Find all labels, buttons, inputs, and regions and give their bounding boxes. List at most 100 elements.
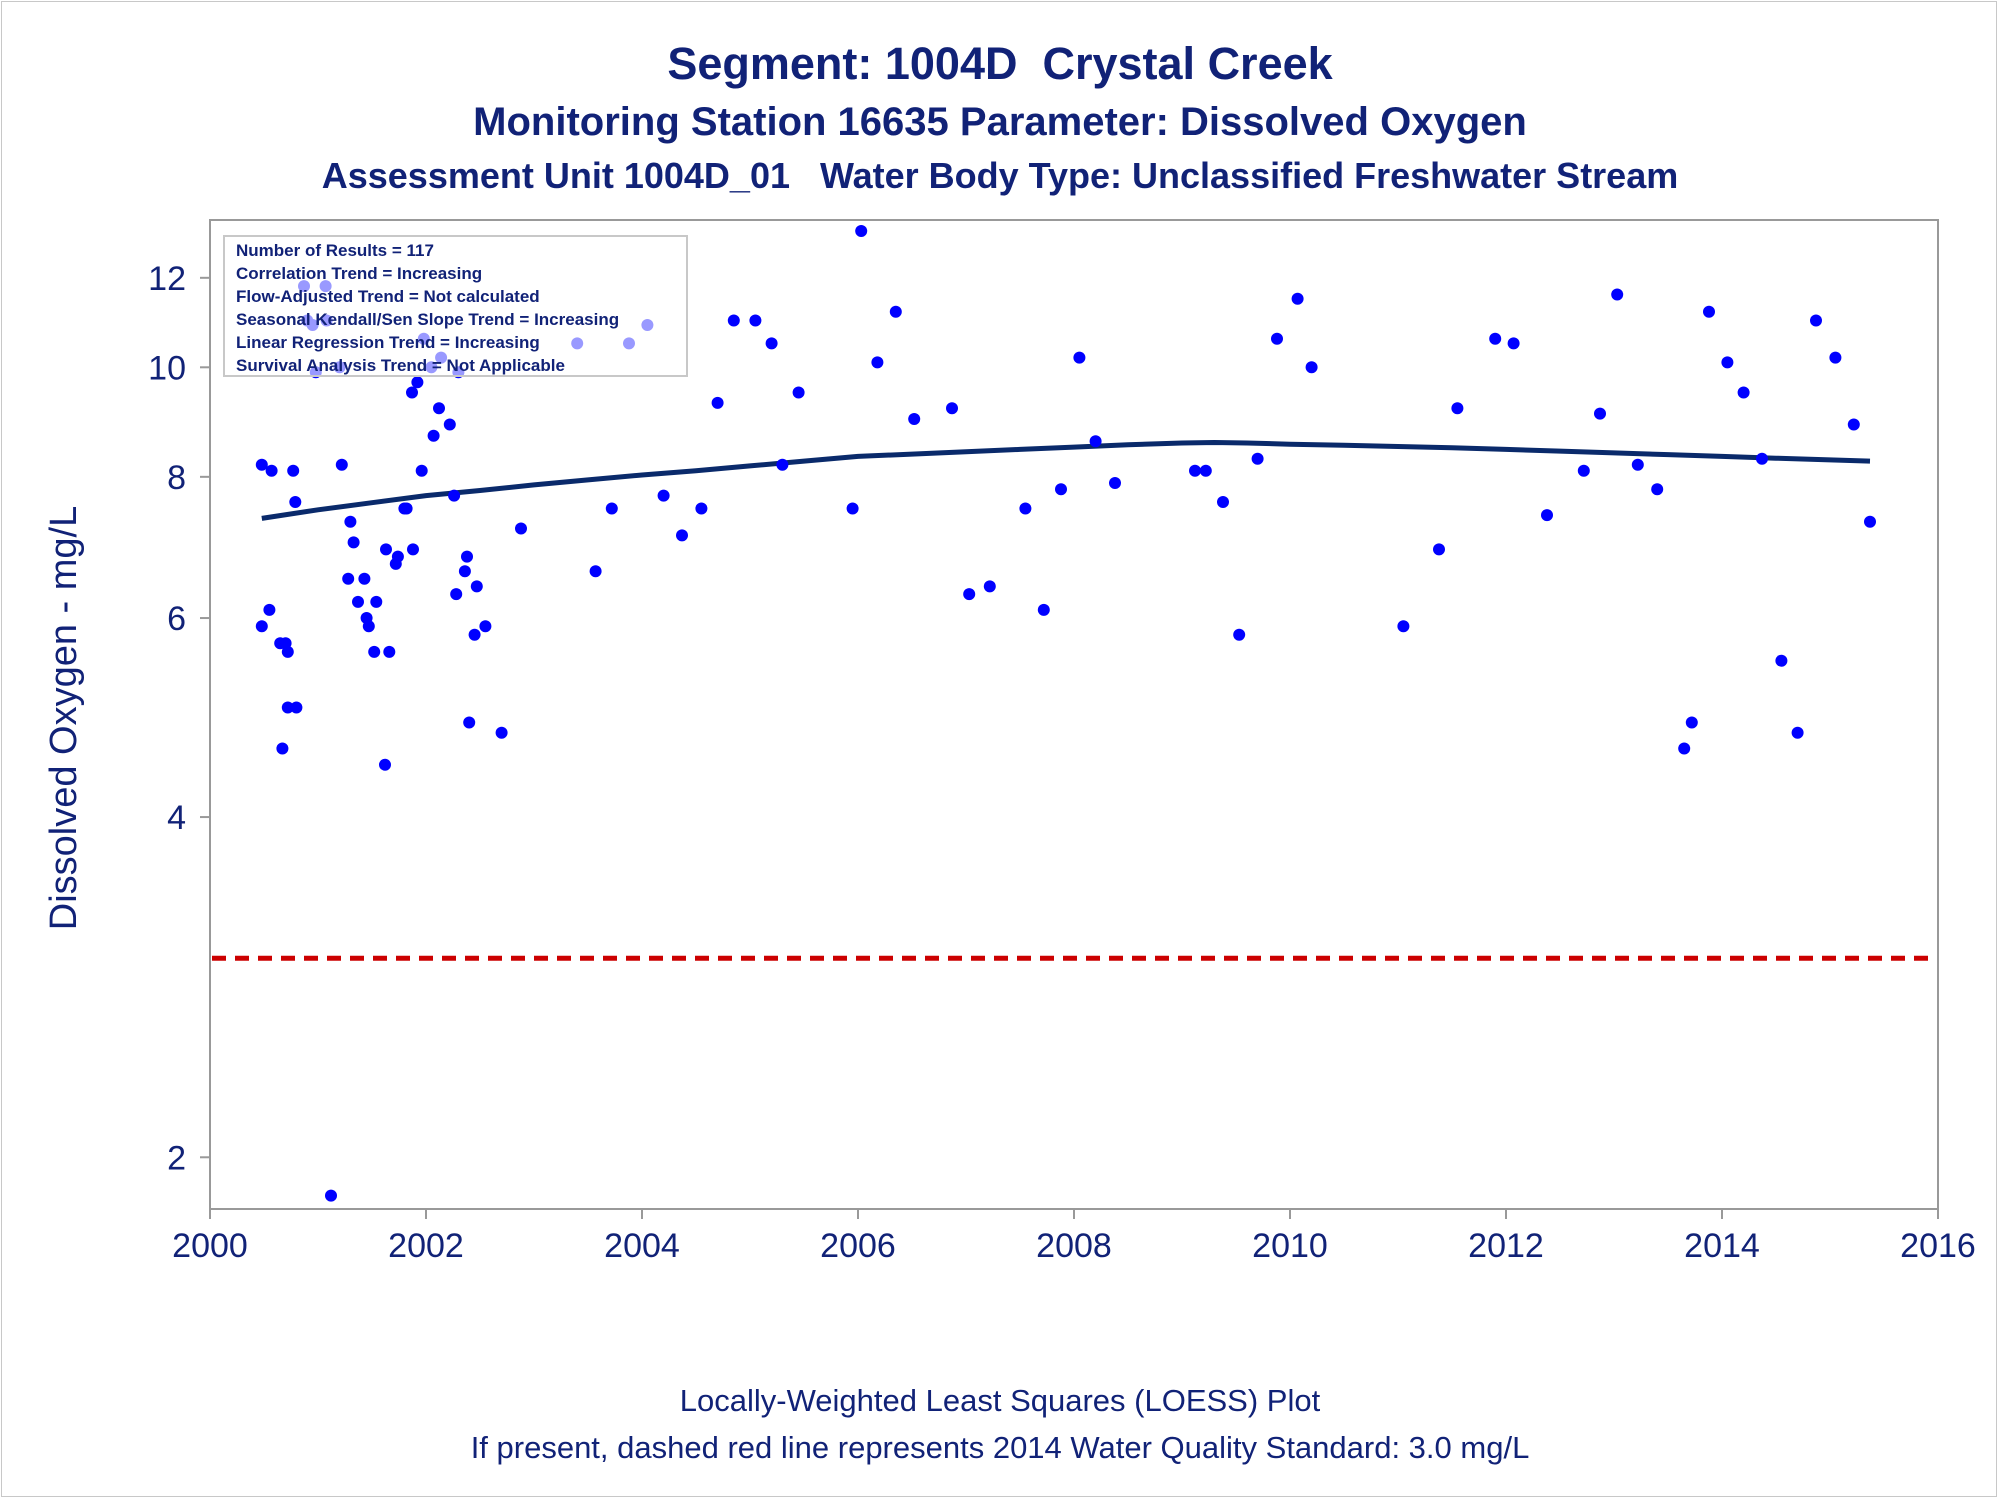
data-point [1756, 452, 1768, 465]
trend-info-line: Seasonal Kendall/Sen Slope Trend = Incre… [236, 310, 619, 329]
trend-info-line: Correlation Trend = Increasing [236, 264, 482, 283]
data-point [1829, 351, 1842, 364]
data-point [1507, 337, 1520, 350]
data-point [1199, 464, 1212, 477]
data-point [370, 595, 383, 608]
trend-info-line: Number of Results = 117 [236, 241, 434, 260]
data-point [855, 225, 868, 237]
data-point [1109, 477, 1121, 489]
footnote-standard: If present, dashed red line represents 2… [470, 1430, 1530, 1465]
y-tick-label: 6 [167, 600, 186, 638]
data-point [448, 489, 461, 502]
data-point [255, 458, 268, 471]
y-tick-label: 4 [167, 799, 186, 837]
chart-title: Segment: 1004D Crystal Creek [667, 38, 1333, 89]
trend-info-box: Number of Results = 117 Correlation Trend… [223, 235, 688, 377]
y-tick-label: 12 [148, 260, 186, 298]
data-point [290, 701, 303, 714]
data-point [1611, 288, 1624, 301]
data-point [263, 603, 276, 616]
data-point [470, 580, 483, 593]
data-point [1791, 726, 1804, 739]
chart-subtitle-2: Assessment Unit 1004D_01 Water Body Type… [321, 155, 1679, 196]
data-point [352, 595, 364, 608]
data-point [342, 572, 355, 585]
x-tick-label: 2004 [604, 1227, 680, 1265]
data-point [325, 1189, 337, 1202]
x-tick-label: 2008 [1036, 1227, 1112, 1265]
data-point [1678, 742, 1691, 755]
data-point [391, 550, 404, 563]
data-point [468, 628, 481, 641]
data-point [963, 588, 976, 601]
data-point [289, 496, 302, 508]
data-point [1055, 483, 1067, 496]
data-point [1073, 351, 1086, 364]
data-point [495, 726, 508, 739]
data-point [1433, 543, 1445, 556]
data-point [1037, 603, 1050, 616]
data-point [695, 502, 708, 515]
data-point [287, 464, 300, 477]
data-point [479, 620, 492, 633]
y-tick-label: 8 [167, 459, 186, 497]
data-point [1631, 458, 1644, 471]
data-point [1233, 628, 1246, 641]
data-point [711, 396, 724, 409]
data-point [589, 565, 602, 578]
data-point [1810, 314, 1822, 327]
data-point [1685, 716, 1698, 729]
data-point [1217, 496, 1229, 508]
x-tick-label: 2016 [1900, 1227, 1976, 1265]
data-point [727, 314, 740, 327]
trend-info-line: Survival Analysis Trend = Not Applicable [236, 356, 565, 375]
data-point [265, 464, 278, 477]
x-tick-label: 2014 [1684, 1227, 1760, 1265]
chart-subtitle: Monitoring Station 16635 Parameter: Diss… [473, 100, 1527, 144]
data-point [362, 620, 375, 633]
loess-curve [261, 440, 1871, 521]
data-point [344, 515, 357, 528]
data-point [461, 550, 473, 563]
y-tick-label: 2 [167, 1139, 186, 1177]
data-point [368, 645, 381, 658]
trend-info-line: Linear Regression Trend = Increasing [236, 333, 540, 352]
data-point [463, 716, 476, 729]
data-point [383, 645, 396, 658]
x-tick-label: 2006 [820, 1227, 896, 1265]
data-point [1291, 292, 1304, 305]
data-point [380, 543, 392, 556]
x-tick-label: 2002 [388, 1227, 464, 1265]
x-tick-label: 2010 [1252, 1227, 1328, 1265]
data-point [515, 522, 527, 535]
data-point [1397, 620, 1410, 633]
data-point [983, 580, 996, 593]
data-point [1541, 509, 1553, 522]
data-point [1089, 435, 1102, 448]
y-axis-label: Dissolved Oxygen - mg/L [43, 506, 85, 931]
data-point [1651, 483, 1664, 496]
trend-info-box-border [223, 235, 688, 377]
data-point [276, 742, 289, 755]
data-point [1489, 332, 1502, 345]
data-point [1189, 464, 1201, 477]
data-point [1251, 452, 1264, 465]
data-point [400, 502, 413, 515]
data-point [765, 337, 778, 350]
data-point [1847, 418, 1860, 431]
data-point [358, 572, 371, 585]
data-point [676, 529, 688, 542]
data-point [433, 402, 445, 415]
data-point [1703, 305, 1715, 318]
x-tick-label: 2000 [172, 1227, 248, 1265]
data-point [846, 502, 859, 515]
data-point [255, 620, 268, 633]
data-point [946, 402, 958, 415]
data-point [749, 314, 762, 327]
data-point [776, 458, 789, 471]
trend-info-line: Flow-Adjusted Trend = Not calculated [236, 287, 540, 306]
data-point [1864, 515, 1876, 528]
data-point [1737, 386, 1750, 399]
data-point [1577, 464, 1590, 477]
